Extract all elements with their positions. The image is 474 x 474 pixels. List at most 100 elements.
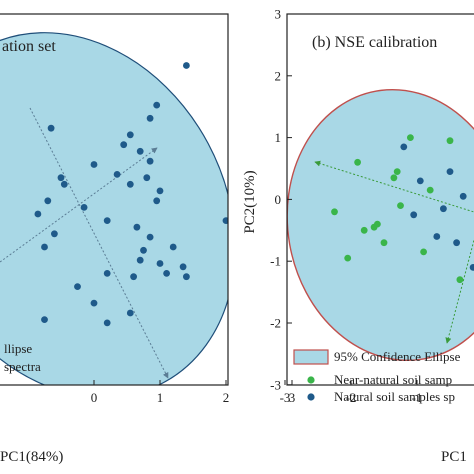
right-x-tick-label-0: -3 [280,390,291,405]
point-left-natural-soil-samples-spectra-31 [126,309,134,317]
left-points [34,62,269,452]
legend-natural-marker [307,393,315,401]
point-left-natural-soil-samples-spectra-22 [130,273,138,281]
point-left-natural-soil-samples-spectra-0 [183,62,190,69]
point-left-natural-soil-samples-spectra-29 [57,174,65,182]
point-right-near-natural-soil-samp-0 [407,134,414,142]
left-x-tick-label-1: 1 [157,390,164,405]
point-right-natural-soil-samples-sp-3 [446,168,454,176]
right-x-axis-title: PC1 [441,449,467,465]
point-left-natural-soil-samples-spectra-38 [223,445,230,452]
point-left-natural-soil-samples-spectra-1 [153,101,161,109]
point-right-natural-soil-samples-sp-8 [433,233,441,240]
left-confidence-ellipse [0,32,228,385]
legend-ellipse-swatch [293,349,329,365]
point-right-near-natural-soil-samp-14 [374,220,381,228]
point-right-near-natural-soil-samp-1 [393,168,401,176]
point-left-natural-soil-samples-spectra-33 [103,319,111,327]
point-left-natural-soil-samples-spectra-13 [103,217,111,225]
left-frame [0,13,229,386]
right-panel: -3 -2 -1 3 2 1 0 -1 -2 -3 (b) NSE calibration PC… [242,7,474,465]
right-y-tick-label-1: 2 [275,68,282,83]
point-left-natural-soil-samples-spectra-28 [44,197,52,205]
point-right-natural-soil-samples-sp-9 [453,239,460,247]
point-left-natural-soil-samples-spectra-14 [133,223,141,231]
point-left-natural-soil-samples-spectra-24 [74,283,81,290]
point-left-natural-soil-samples-spectra-17 [222,217,228,224]
left-x-ticks: 0 1 2 3 [91,380,296,405]
right-x-tick-label-2: -1 [412,390,423,405]
point-left-natural-soil-samples-spectra-12 [80,204,88,211]
right-panel-title: (b) NSE calibration [312,34,437,51]
right-x-ticks: -3 -2 -1 [280,380,423,405]
point-right-near-natural-soil-samp-12 [344,254,352,262]
right-y-ticks: 3 2 1 0 -1 -2 -3 [270,7,292,392]
left-legend-fragment-2: spectra [4,359,41,374]
point-left-natural-soil-samples-spectra-30 [90,299,98,307]
left-major-axis [0,147,158,263]
point-left-natural-soil-samples-spectra-36 [136,256,144,264]
point-right-natural-soil-samples-sp-6 [440,205,447,213]
right-confidence-ellipse [287,88,474,362]
right-y-tick-label-6: -3 [270,377,281,392]
point-left-natural-soil-samples-spectra-4 [120,141,128,149]
right-legend: 95% Confidence Ellipse Near-natural soil… [293,349,461,404]
legend-natural-label: Natural soil samples sp [334,389,455,404]
legend-near-natural-label: Near-natural soil samp [334,372,452,387]
point-left-natural-soil-samples-spectra-39 [262,415,269,422]
point-left-natural-soil-samples-spectra-11 [60,180,68,188]
point-left-natural-soil-samples-spectra-15 [146,233,154,241]
point-left-natural-soil-samples-spectra-20 [179,263,187,271]
point-left-natural-soil-samples-spectra-2 [146,114,154,122]
right-y-tick-label-2: 1 [275,130,282,145]
point-left-natural-soil-samples-spectra-18 [140,246,147,254]
point-left-natural-soil-samples-spectra-21 [183,273,190,281]
right-y-tick-label-0: 3 [275,7,282,22]
point-left-natural-soil-samples-spectra-6 [146,157,154,165]
left-plot-area [0,32,269,452]
point-right-natural-soil-samples-sp-5 [416,177,424,185]
point-right-near-natural-soil-samp-10 [380,239,388,247]
point-left-natural-soil-samples-spectra-19 [156,260,164,267]
point-right-near-natural-soil-samp-5 [426,186,434,194]
right-plot-area [287,88,474,362]
point-right-natural-soil-samples-sp-0 [400,143,408,151]
point-left-natural-soil-samples-spectra-35 [156,187,164,195]
right-y-tick-label-5: -2 [270,316,281,331]
point-left-natural-soil-samples-spectra-34 [90,161,98,168]
point-right-near-natural-soil-samp-9 [360,226,368,234]
point-right-natural-soil-samples-sp-13 [469,264,474,271]
left-x-tick-label-3: 3 [289,390,296,405]
point-left-natural-soil-samples-spectra-23 [103,270,111,277]
left-minor-axis [29,107,169,379]
right-points [331,134,474,284]
left-panel: 0 1 2 3 ation set llipse spectra PC1(84%) [0,13,296,465]
left-x-tick-label-2: 2 [223,390,230,405]
point-left-natural-soil-samples-spectra-7 [47,124,55,132]
point-right-near-natural-soil-samp-2 [354,158,361,166]
point-right-near-natural-soil-samp-6 [397,202,404,210]
point-left-natural-soil-samples-spectra-10 [153,197,161,205]
right-minor-axis [445,239,474,344]
legend-near-natural-marker [307,376,315,384]
point-right-near-natural-soil-samp-11 [420,248,427,256]
point-left-natural-soil-samples-spectra-26 [51,230,58,238]
right-y-tick-label-3: 0 [275,192,282,207]
left-x-axis-title: PC1(84%) [0,449,63,465]
right-y-tick-label-4: -1 [270,254,281,269]
right-y-axis-title: PC2(10%) [242,170,258,233]
point-right-natural-soil-samples-sp-4 [459,192,467,200]
point-right-natural-soil-samples-sp-7 [410,211,418,219]
point-left-natural-soil-samples-spectra-40 [143,174,151,182]
point-right-near-natural-soil-samp-7 [331,208,338,216]
point-right-near-natural-soil-samp-13 [456,276,464,284]
point-left-natural-soil-samples-spectra-27 [34,210,42,218]
point-left-natural-soil-samples-spectra-16 [169,243,177,251]
point-left-natural-soil-samples-spectra-8 [113,171,121,178]
left-panel-title: ation set [2,38,56,55]
point-left-natural-soil-samples-spectra-41 [163,270,171,277]
point-left-natural-soil-samples-spectra-25 [41,243,48,251]
left-x-tick-label-0: 0 [91,390,98,405]
point-left-natural-soil-samples-spectra-3 [126,131,134,139]
